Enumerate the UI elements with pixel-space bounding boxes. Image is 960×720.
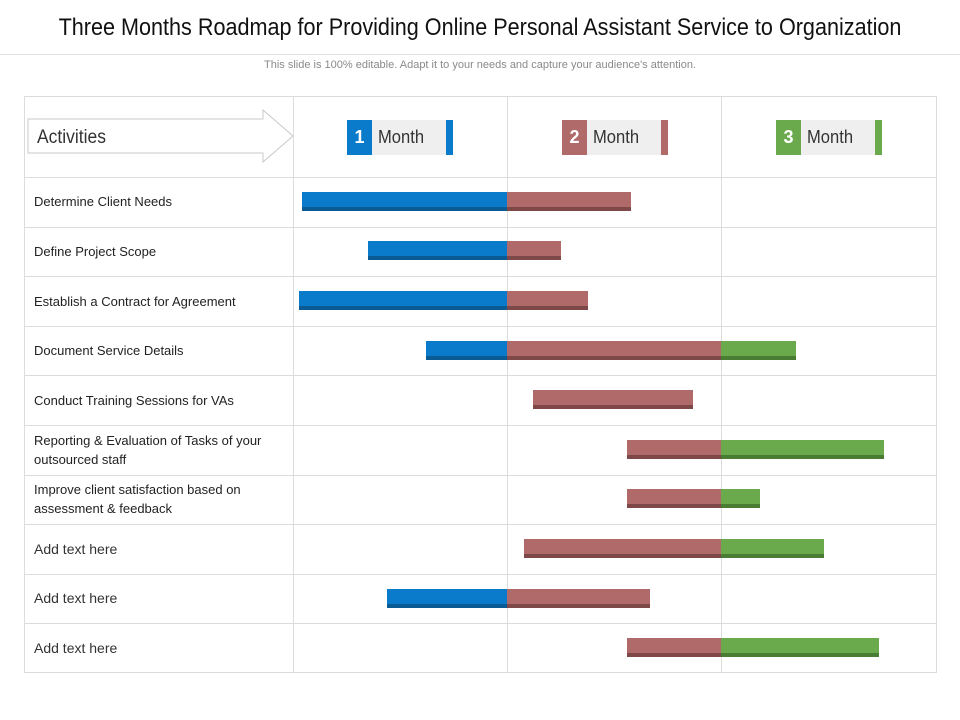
column-divider bbox=[507, 97, 508, 672]
row-divider bbox=[25, 226, 936, 228]
task-label: Add text here bbox=[34, 639, 118, 656]
month-accent bbox=[446, 120, 453, 155]
task-bar-month-2 bbox=[507, 340, 721, 360]
task-label: Add text here bbox=[34, 540, 118, 557]
task-bar-month-2 bbox=[626, 638, 721, 658]
month-number: 3 bbox=[776, 120, 801, 155]
task-bar-month-3 bbox=[721, 340, 796, 360]
activities-header: Activities bbox=[37, 127, 106, 148]
task-label: Add text here bbox=[34, 590, 118, 607]
task-label: Conduct Training Sessions for VAs bbox=[34, 392, 234, 408]
task-label: Establish a Contract for Agreement bbox=[34, 293, 236, 309]
task-bar-month-1 bbox=[301, 191, 507, 211]
row-divider bbox=[25, 623, 936, 625]
month-label: Month bbox=[378, 127, 425, 147]
task-bar-month-2 bbox=[532, 390, 694, 410]
task-bar-month-3 bbox=[721, 489, 760, 509]
page-subtitle: This slide is 100% editable. Adapt it to… bbox=[264, 59, 696, 71]
month-label: Month bbox=[807, 127, 854, 147]
row-divider bbox=[25, 524, 936, 526]
task-bar-month-1 bbox=[299, 291, 507, 310]
activities-arrow bbox=[27, 109, 294, 164]
task-label: Document Service Details bbox=[34, 343, 184, 359]
page-title: Three Months Roadmap for Providing Onlin… bbox=[58, 14, 902, 41]
row-divider bbox=[25, 425, 936, 426]
row-divider bbox=[25, 276, 936, 278]
task-label: Determine Client Needs bbox=[34, 194, 173, 210]
task-bar-month-2 bbox=[507, 241, 561, 261]
month-number: 2 bbox=[562, 120, 587, 155]
roadmap-table: Activities 1 Month 2 Month 3 Month Deter… bbox=[24, 96, 937, 673]
task-bar-month-2 bbox=[507, 191, 632, 211]
month-number: 1 bbox=[347, 120, 372, 155]
task-bar-month-3 bbox=[721, 638, 880, 658]
month-2-header: 2 Month bbox=[562, 120, 668, 155]
month-3-header: 3 Month bbox=[776, 120, 882, 155]
row-divider bbox=[25, 325, 936, 327]
task-bar-month-1 bbox=[387, 588, 507, 608]
row-divider bbox=[25, 375, 936, 377]
task-bar-month-3 bbox=[721, 439, 884, 459]
column-divider bbox=[721, 97, 722, 672]
task-bar-month-2 bbox=[524, 539, 721, 558]
task-bar-month-2 bbox=[626, 489, 721, 509]
task-bar-month-1 bbox=[367, 241, 507, 261]
row-divider bbox=[25, 474, 936, 476]
title-divider bbox=[0, 54, 960, 55]
task-bar-month-2 bbox=[507, 291, 589, 310]
task-bar-month-2 bbox=[507, 588, 651, 608]
task-label: Improve client satisfaction based on ass… bbox=[34, 482, 241, 517]
task-label: Reporting & Evaluation of Tasks of your … bbox=[34, 432, 262, 467]
task-bar-month-1 bbox=[425, 340, 507, 360]
row-divider bbox=[25, 177, 936, 178]
task-label: Define Project Scope bbox=[34, 243, 157, 259]
row-divider bbox=[25, 573, 936, 575]
task-bar-month-3 bbox=[721, 539, 824, 558]
column-divider bbox=[293, 97, 294, 672]
month-label: Month bbox=[593, 127, 640, 147]
month-accent bbox=[661, 120, 668, 155]
month-accent bbox=[875, 120, 882, 155]
task-bar-month-2 bbox=[626, 439, 721, 459]
month-1-header: 1 Month bbox=[347, 120, 453, 155]
